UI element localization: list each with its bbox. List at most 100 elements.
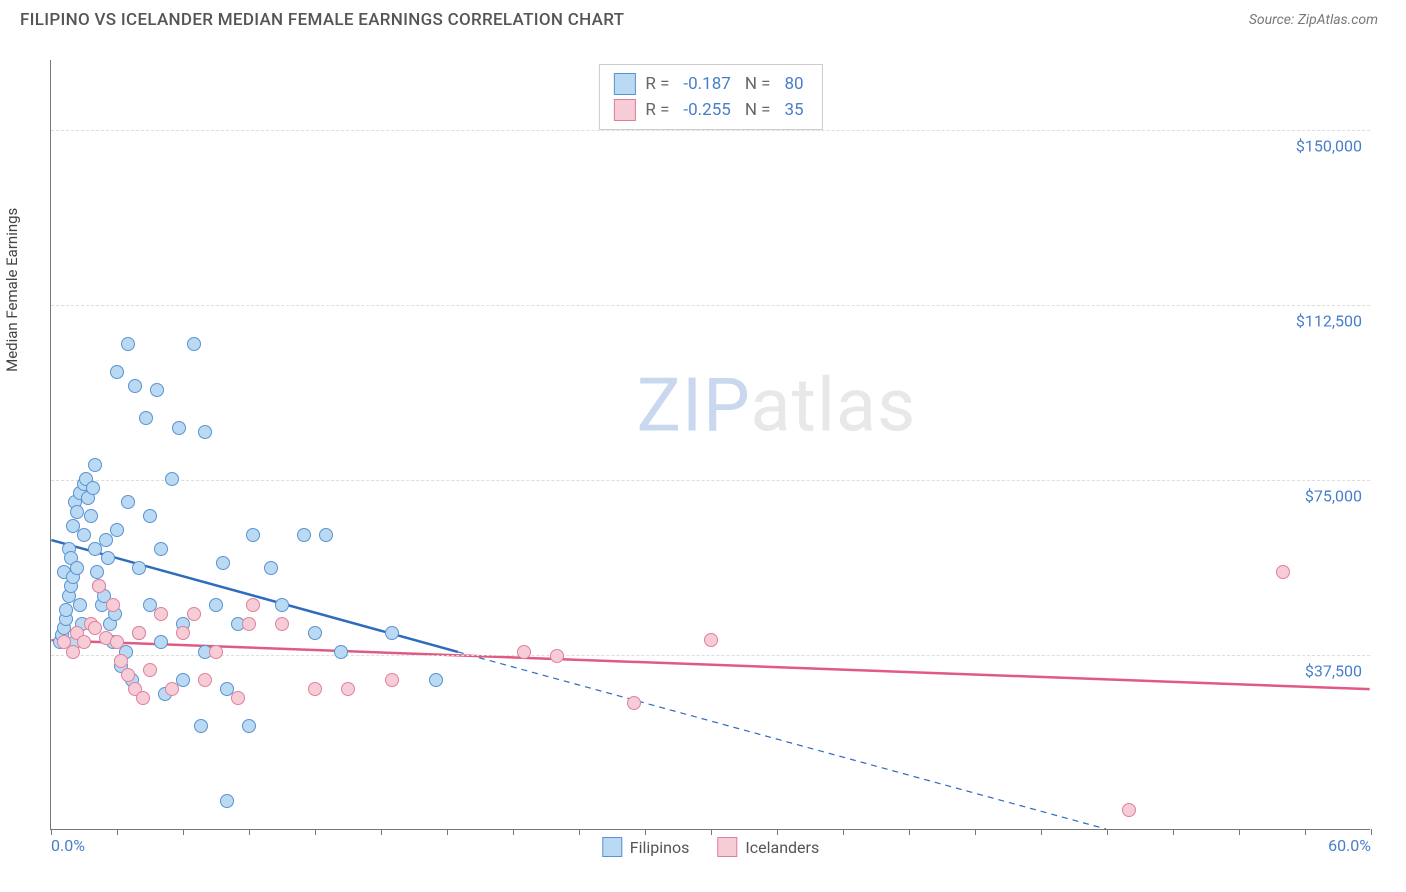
data-point	[110, 523, 124, 537]
n-label: N =	[745, 74, 771, 94]
data-point	[209, 598, 223, 612]
data-point	[77, 528, 91, 542]
x-tick	[1239, 829, 1240, 835]
r-value-filipinos: -0.187	[683, 74, 730, 94]
gridline	[51, 480, 1370, 481]
data-point	[86, 481, 100, 495]
x-tick	[117, 829, 118, 835]
data-point	[216, 556, 230, 570]
data-point	[121, 495, 135, 509]
gridline	[51, 130, 1370, 131]
data-point	[154, 542, 168, 556]
data-point	[110, 365, 124, 379]
x-tick	[447, 829, 448, 835]
data-point	[165, 472, 179, 486]
data-point	[165, 682, 179, 696]
data-point	[176, 626, 190, 640]
x-tick-label: 60.0%	[1328, 836, 1371, 855]
data-point	[88, 458, 102, 472]
data-point	[308, 682, 322, 696]
data-point	[1276, 565, 1290, 579]
data-point	[136, 691, 150, 705]
x-tick	[1173, 829, 1174, 835]
x-tick	[711, 829, 712, 835]
data-point	[275, 617, 289, 631]
watermark-part2: atlas	[750, 363, 916, 450]
swatch-filipinos	[613, 73, 635, 95]
legend-row-filipinos: R = -0.187 N = 80	[613, 71, 807, 97]
x-tick	[909, 829, 910, 835]
data-point	[429, 673, 443, 687]
data-point	[198, 425, 212, 439]
data-point	[121, 668, 135, 682]
swatch-icelanders	[613, 99, 635, 121]
legend-label-filipinos: Filipinos	[630, 838, 690, 857]
data-point	[308, 626, 322, 640]
x-tick	[381, 829, 382, 835]
correlation-legend: R = -0.187 N = 80 R = -0.255 N = 35	[598, 64, 822, 130]
data-point	[90, 565, 104, 579]
data-point	[92, 579, 106, 593]
data-point	[121, 337, 135, 351]
x-tick	[1041, 829, 1042, 835]
data-point	[143, 663, 157, 677]
x-tick	[579, 829, 580, 835]
data-point	[242, 719, 256, 733]
x-tick	[183, 829, 184, 835]
data-point	[150, 383, 164, 397]
x-tick	[1371, 829, 1372, 835]
data-point	[84, 509, 98, 523]
data-point	[132, 626, 146, 640]
y-axis-label: Median Female Earnings	[3, 208, 21, 372]
data-point	[172, 421, 186, 435]
data-point	[550, 649, 564, 663]
data-point	[297, 528, 311, 542]
y-tick-label: $112,500	[1296, 312, 1362, 331]
data-point	[106, 598, 120, 612]
data-point	[246, 528, 260, 542]
data-point	[77, 635, 91, 649]
data-point	[385, 673, 399, 687]
x-tick	[777, 829, 778, 835]
data-point	[101, 551, 115, 565]
data-point	[627, 696, 641, 710]
data-point	[319, 528, 333, 542]
legend-row-icelanders: R = -0.255 N = 35	[613, 97, 807, 123]
source-text: Source: ZipAtlas.com	[1249, 12, 1378, 28]
n-value-icelanders: 35	[785, 100, 804, 120]
x-tick	[1305, 829, 1306, 835]
series-legend: Filipinos Icelanders	[602, 837, 819, 857]
data-point	[334, 645, 348, 659]
data-point	[231, 691, 245, 705]
data-point	[198, 673, 212, 687]
data-point	[220, 794, 234, 808]
trend-lines	[51, 60, 1370, 829]
watermark-part1: ZIP	[637, 363, 751, 450]
data-point	[143, 509, 157, 523]
data-point	[154, 635, 168, 649]
y-tick-label: $75,000	[1305, 487, 1362, 506]
data-point	[139, 411, 153, 425]
data-point	[341, 682, 355, 696]
data-point	[73, 598, 87, 612]
data-point	[128, 379, 142, 393]
swatch-filipinos-icon	[602, 837, 622, 857]
data-point	[209, 645, 223, 659]
plot-area: ZIPatlas R = -0.187 N = 80 R = -0.255 N …	[50, 60, 1370, 830]
x-tick	[1107, 829, 1108, 835]
data-point	[517, 645, 531, 659]
data-point	[194, 719, 208, 733]
chart-title: FILIPINO VS ICELANDER MEDIAN FEMALE EARN…	[20, 10, 624, 30]
x-tick	[51, 829, 52, 835]
data-point	[70, 561, 84, 575]
n-label: N =	[745, 100, 771, 120]
data-point	[70, 505, 84, 519]
data-point	[1122, 803, 1136, 817]
x-tick	[843, 829, 844, 835]
legend-label-icelanders: Icelanders	[745, 838, 819, 857]
watermark: ZIPatlas	[637, 363, 917, 450]
chart-container: Median Female Earnings ZIPatlas R = -0.1…	[20, 40, 1386, 850]
data-point	[275, 598, 289, 612]
data-point	[154, 607, 168, 621]
legend-item-icelanders: Icelanders	[717, 837, 819, 857]
